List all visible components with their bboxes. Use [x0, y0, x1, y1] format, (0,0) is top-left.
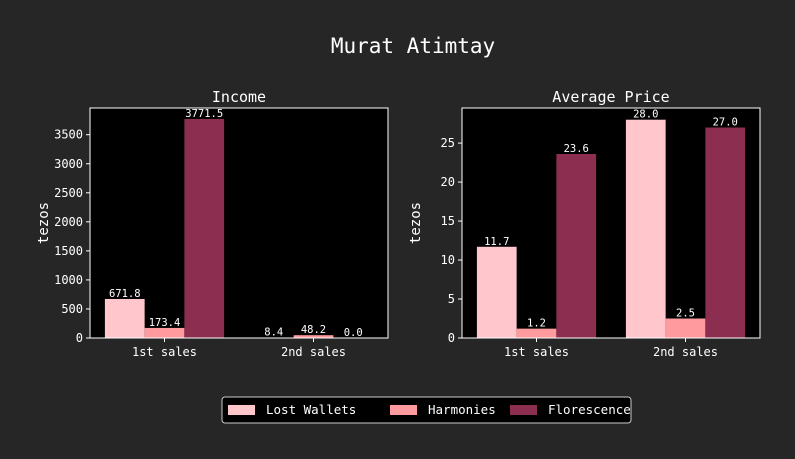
- income-bar-label: 0.0: [344, 327, 363, 339]
- average-price-y-tick-label: 25: [441, 136, 455, 150]
- legend-label: Florescence: [548, 402, 631, 417]
- income-y-axis-label: tezos: [36, 202, 52, 244]
- income-y-tick-label: 3000: [54, 157, 83, 171]
- income-bar: [144, 327, 185, 338]
- legend-swatch: [228, 405, 255, 415]
- income-y-tick-label: 2500: [54, 186, 83, 200]
- income-y-tick-label: 3500: [54, 128, 83, 142]
- legend-box: [221, 396, 632, 424]
- average-price-bar: [665, 318, 706, 338]
- average-price-x-tick-label: 1st sales: [504, 345, 569, 359]
- average-price-title: Average Price: [552, 88, 669, 106]
- income-y-tick-label: 0: [76, 331, 83, 345]
- income-x-tick-label: 2nd sales: [281, 345, 346, 359]
- legend-swatch: [510, 405, 537, 415]
- income-bar-label: 671.8: [109, 288, 141, 300]
- average-price-bar-label: 2.5: [676, 308, 695, 320]
- average-price-bar: [476, 246, 517, 338]
- income-axes-frame: [89, 107, 389, 339]
- average-price-panel: Average Price tezos 0 5 10 15 20 25 11.7 1.2 23.6 1…: [408, 88, 761, 359]
- income-bar: [293, 335, 334, 338]
- average-price-bar-label: 28.0: [633, 109, 658, 121]
- average-price-bar: [705, 127, 746, 339]
- income-bar-label: 173.4: [149, 317, 181, 329]
- income-y-tick-label: 500: [61, 302, 83, 316]
- average-price-bar-label: 11.7: [484, 236, 509, 248]
- average-price-bar: [516, 328, 557, 338]
- average-price-y-tick-label: 0: [448, 331, 455, 345]
- average-price-bar: [625, 119, 666, 338]
- legend-swatch: [390, 405, 417, 415]
- average-price-axes-frame: [461, 107, 761, 339]
- income-x-tick-label: 1st sales: [132, 345, 197, 359]
- income-bar-label: 48.2: [301, 324, 326, 336]
- average-price-y-tick-label: 10: [441, 253, 455, 267]
- average-price-bar-label: 27.0: [713, 116, 738, 128]
- income-panel: Income tezos 0 500 1000 1500 2000 2500 3000 3500 6…: [36, 88, 389, 359]
- average-price-bar-label: 23.6: [564, 143, 589, 155]
- average-price-x-tick-label: 2nd sales: [653, 345, 718, 359]
- legend-label: Lost Wallets: [266, 402, 356, 417]
- average-price-y-tick-label: 20: [441, 175, 455, 189]
- average-price-bar-label: 1.2: [527, 318, 546, 330]
- income-y-tick-label: 2000: [54, 215, 83, 229]
- legend-label: Harmonies: [428, 402, 496, 417]
- average-price-y-tick-label: 15: [441, 214, 455, 228]
- average-price-bar: [556, 154, 597, 338]
- income-bar: [104, 298, 145, 338]
- figure-title: Murat Atimtay: [331, 34, 495, 58]
- income-y-tick-label: 1000: [54, 273, 83, 287]
- income-bar-label: 8.4: [264, 327, 283, 339]
- income-bar: [184, 118, 225, 338]
- average-price-y-axis-label: tezos: [408, 202, 424, 244]
- average-price-y-tick-label: 5: [448, 292, 455, 306]
- income-y-tick-label: 1500: [54, 244, 83, 258]
- income-bar-label: 3771.5: [185, 108, 223, 120]
- income-title: Income: [212, 88, 266, 106]
- legend: Lost Wallets Harmonies Florescence: [221, 396, 632, 424]
